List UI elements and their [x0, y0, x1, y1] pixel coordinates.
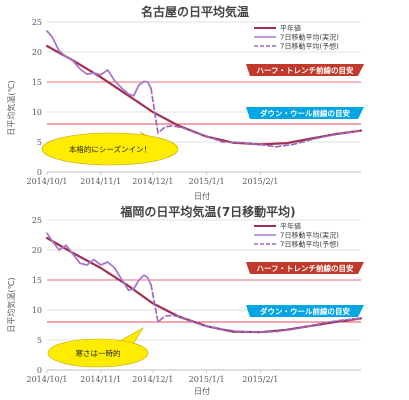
x-tick-label: 2014/11/1	[80, 177, 121, 186]
y-tick-label: 5	[37, 336, 42, 345]
callout-bubble: 本格的にシーズンイン！	[41, 131, 179, 166]
x-axis-label: 日付	[194, 386, 210, 396]
plot-area	[45, 30, 363, 148]
y-tick-label: 5	[37, 138, 42, 147]
axes: 0 5 10 15 20 25 2014/10/1 2014/11/1 2014/12/1 201…	[26, 216, 361, 384]
callout-ellipse	[47, 338, 149, 368]
callout-text: 本格的にシーズンイン！	[69, 144, 151, 154]
reference-lines	[47, 279, 361, 323]
x-tick-label: 2015/2/1	[242, 375, 278, 384]
y-tick-label: 0	[37, 366, 42, 375]
banner-label: ダウン・ウール前線の目安	[260, 306, 350, 316]
threshold-banner: ハーフ・トレンチ前線の目安	[246, 64, 364, 76]
x-tick-label: 2015/1/1	[189, 177, 225, 186]
threshold-banner: ダウン・ウール前線の目安	[246, 305, 364, 317]
callout-ellipse	[41, 132, 179, 166]
banner-shape	[246, 107, 364, 119]
series-line	[46, 30, 153, 97]
series-line	[45, 236, 363, 334]
banner-shape	[246, 262, 364, 274]
legend-label: 7日移動平均(予想)	[280, 42, 339, 51]
banner-shape	[246, 64, 364, 76]
banner-shape	[246, 305, 364, 317]
legend-label: 7日移動平均(実況)	[280, 231, 339, 240]
legend-label: 平年値	[280, 222, 301, 231]
callout-text: 寒さは一時的	[76, 348, 121, 358]
banner-label: ハーフ・トレンチ前線の目安	[256, 65, 354, 75]
series-line	[46, 232, 153, 292]
axes: 0 5 10 15 20 25 2014/10/1 2014/11/1 2014/12/1 201…	[26, 18, 361, 186]
y-tick-label: 15	[32, 78, 42, 87]
legend-label: 7日移動平均(実況)	[280, 33, 339, 42]
plot-area	[45, 232, 363, 334]
legend-label: 7日移動平均(予想)	[280, 240, 339, 249]
x-tick-label: 2014/10/1	[26, 375, 67, 384]
reference-lines	[47, 81, 361, 125]
series-line	[45, 44, 363, 146]
y-axis-label: 日平均気温(℃)	[6, 80, 16, 135]
threshold-banner: ダウン・ウール前線の目安	[246, 107, 364, 119]
x-tick-label: 2015/1/1	[189, 375, 225, 384]
chart-nagoya: 名古屋の日平均気温 0 5 10 15 20 25 2014/10/1 2014/11/1 20…	[6, 4, 364, 201]
callout-bubble: 寒さは一時的	[47, 327, 149, 368]
legend-label: 平年値	[280, 24, 301, 33]
series-line	[150, 283, 362, 334]
y-tick-label: 15	[32, 276, 42, 285]
banner-label: ダウン・ウール前線の目安	[260, 108, 350, 118]
y-tick-label: 20	[32, 246, 42, 255]
chart-title: 福岡の日平均気温(7日移動平均)	[119, 204, 295, 219]
y-tick-label: 10	[32, 108, 42, 117]
x-tick-label: 2014/10/1	[26, 177, 67, 186]
series-line	[150, 87, 362, 148]
y-axis-label: 日平均気温(℃)	[6, 277, 16, 332]
threshold-banner: ハーフ・トレンチ前線の目安	[246, 262, 364, 274]
x-tick-label: 2014/12/1	[132, 177, 173, 186]
x-axis-label: 日付	[194, 191, 210, 201]
y-tick-label: 20	[32, 48, 42, 57]
chart-fukuoka: 福岡の日平均気温(7日移動平均) 0 5 10 15 20 25 2014/10/1 2014…	[6, 204, 364, 396]
banner-label: ハーフ・トレンチ前線の目安	[256, 263, 354, 273]
x-tick-label: 2015/2/1	[242, 177, 278, 186]
chart-title: 名古屋の日平均気温	[141, 4, 249, 19]
y-tick-label: 25	[32, 18, 42, 27]
y-tick-label: 25	[32, 216, 42, 225]
x-tick-label: 2014/12/1	[132, 375, 173, 384]
x-tick-label: 2014/11/1	[80, 375, 121, 384]
y-tick-label: 10	[32, 306, 42, 315]
y-tick-label: 0	[37, 168, 42, 177]
